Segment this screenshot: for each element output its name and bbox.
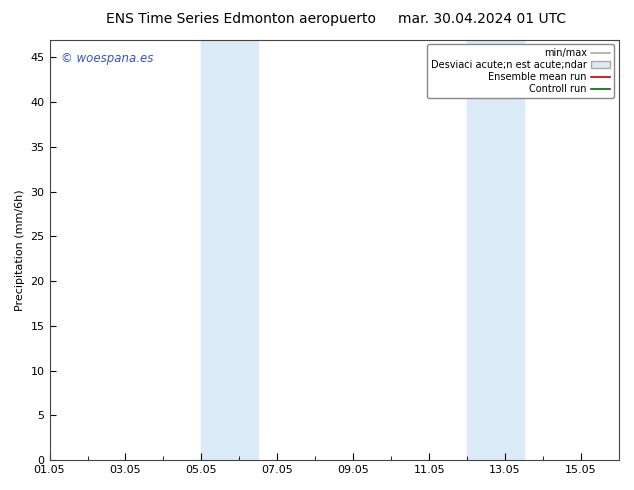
Text: © woespana.es: © woespana.es: [61, 52, 153, 65]
Text: ENS Time Series Edmonton aeropuerto: ENS Time Series Edmonton aeropuerto: [106, 12, 376, 26]
Bar: [467, 40, 524, 460]
Text: mar. 30.04.2024 01 UTC: mar. 30.04.2024 01 UTC: [398, 12, 566, 26]
Bar: [202, 40, 258, 460]
Legend: min/max, Desviaci acute;n est acute;ndar, Ensemble mean run, Controll run: min/max, Desviaci acute;n est acute;ndar…: [427, 45, 614, 98]
Y-axis label: Precipitation (mm/6h): Precipitation (mm/6h): [15, 189, 25, 311]
